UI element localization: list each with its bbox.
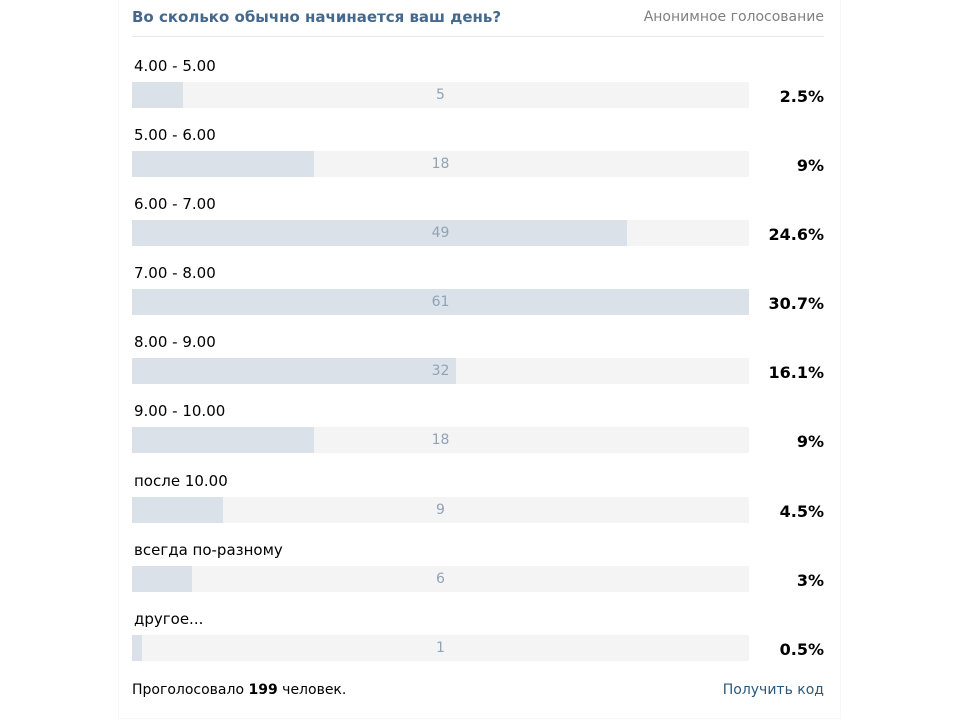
vote-bar-fill (132, 497, 223, 523)
option-label: 8.00 - 9.00 (134, 333, 216, 351)
option-label: 4.00 - 5.00 (134, 57, 216, 75)
vote-count: 1 (436, 640, 445, 656)
option-label: всегда по-разному (134, 541, 283, 559)
poll-option: 5.00 - 6.00 18 9% (132, 126, 824, 195)
poll-question: Во сколько обычно начинается ваш день? (132, 8, 502, 26)
vote-count: 61 (431, 294, 450, 310)
poll-header: Во сколько обычно начинается ваш день? А… (132, 0, 824, 37)
voted-prefix: Проголосовало (132, 682, 245, 698)
vote-percent: 3% (796, 571, 824, 590)
option-label: 5.00 - 6.00 (134, 126, 216, 144)
option-label: после 10.00 (134, 472, 228, 490)
voted-suffix: человек. (282, 682, 347, 698)
voted-summary: Проголосовало 199 человек. (132, 682, 346, 698)
vote-bar: 49 (132, 220, 749, 246)
option-label: 6.00 - 7.00 (134, 195, 216, 213)
vote-count: 49 (431, 225, 450, 241)
vote-bar: 5 (132, 82, 749, 108)
option-label: 9.00 - 10.00 (134, 402, 226, 420)
vote-bar-fill (132, 358, 456, 384)
vote-bar: 18 (132, 427, 749, 453)
vote-count: 18 (431, 432, 450, 448)
vote-bar-fill (132, 151, 314, 177)
vote-bar-fill (132, 635, 142, 661)
vote-count: 32 (431, 363, 450, 379)
vote-count: 5 (436, 87, 445, 103)
vote-percent: 0.5% (779, 640, 824, 659)
voted-count: 199 (248, 682, 278, 698)
vote-bar: 6 (132, 566, 749, 592)
vote-percent: 16.1% (768, 363, 824, 382)
vote-bar: 32 (132, 358, 749, 384)
vote-bar-fill (132, 82, 183, 108)
vote-count: 18 (431, 156, 450, 172)
poll-option: после 10.00 9 4.5% (132, 472, 824, 541)
poll-footer: Проголосовало 199 человек. Получить код (132, 682, 824, 702)
vote-bar-fill (132, 566, 192, 592)
vote-percent: 2.5% (779, 87, 824, 106)
option-label: другое... (134, 610, 204, 628)
poll-option: 4.00 - 5.00 5 2.5% (132, 57, 824, 126)
poll-type-label: Анонимное голосование (643, 9, 824, 25)
vote-bar-fill (132, 289, 749, 315)
poll-option: другое... 1 0.5% (132, 610, 824, 679)
poll-option: 9.00 - 10.00 18 9% (132, 402, 824, 471)
vote-count: 9 (436, 502, 445, 518)
vote-count: 6 (436, 571, 445, 587)
poll-option: 6.00 - 7.00 49 24.6% (132, 195, 824, 264)
vote-percent: 9% (796, 432, 824, 451)
vote-percent: 30.7% (768, 294, 824, 313)
vote-bar: 61 (132, 289, 749, 315)
poll-option: всегда по-разному 6 3% (132, 541, 824, 610)
vote-bar: 9 (132, 497, 749, 523)
poll-option: 8.00 - 9.00 32 16.1% (132, 333, 824, 402)
option-label: 7.00 - 8.00 (134, 264, 216, 282)
vote-bar: 18 (132, 151, 749, 177)
vote-bar: 1 (132, 635, 749, 661)
vote-bar-fill (132, 220, 627, 246)
vote-bar-fill (132, 427, 314, 453)
poll-option: 7.00 - 8.00 61 30.7% (132, 264, 824, 333)
vote-percent: 9% (796, 156, 824, 175)
get-code-link[interactable]: Получить код (722, 682, 824, 698)
vote-percent: 24.6% (768, 225, 824, 244)
vote-percent: 4.5% (779, 502, 824, 521)
